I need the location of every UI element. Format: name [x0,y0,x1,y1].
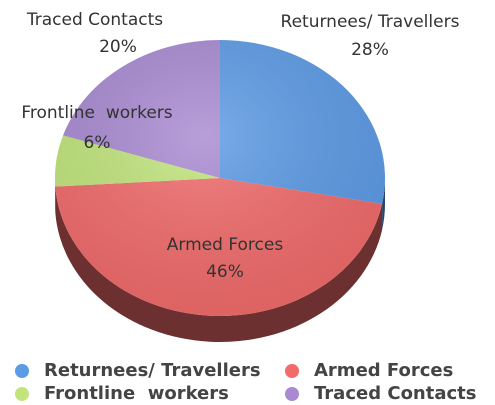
legend-swatch [285,387,299,401]
pie-shine [55,40,385,316]
slice-value: 6% [84,133,111,153]
legend-swatch [15,387,29,401]
slice-value: 46% [206,262,244,282]
pie-side [55,186,383,342]
legend-label: Returnees/ Travellers [44,360,261,381]
slice-label: Armed Forces [167,235,284,255]
slice-label: Frontline workers [21,103,172,123]
legend-label: Armed Forces [314,360,453,381]
legend-swatch [285,364,299,378]
slice-value: 28% [351,40,389,60]
legend-label: Frontline workers [44,383,229,404]
legend-swatch [15,364,29,378]
slice-label: Traced Contacts [26,10,163,30]
slice-value: 20% [99,37,137,57]
slice-label: Returnees/ Travellers [281,12,460,32]
legend-label: Traced Contacts [314,383,476,404]
pie-side [382,178,385,230]
